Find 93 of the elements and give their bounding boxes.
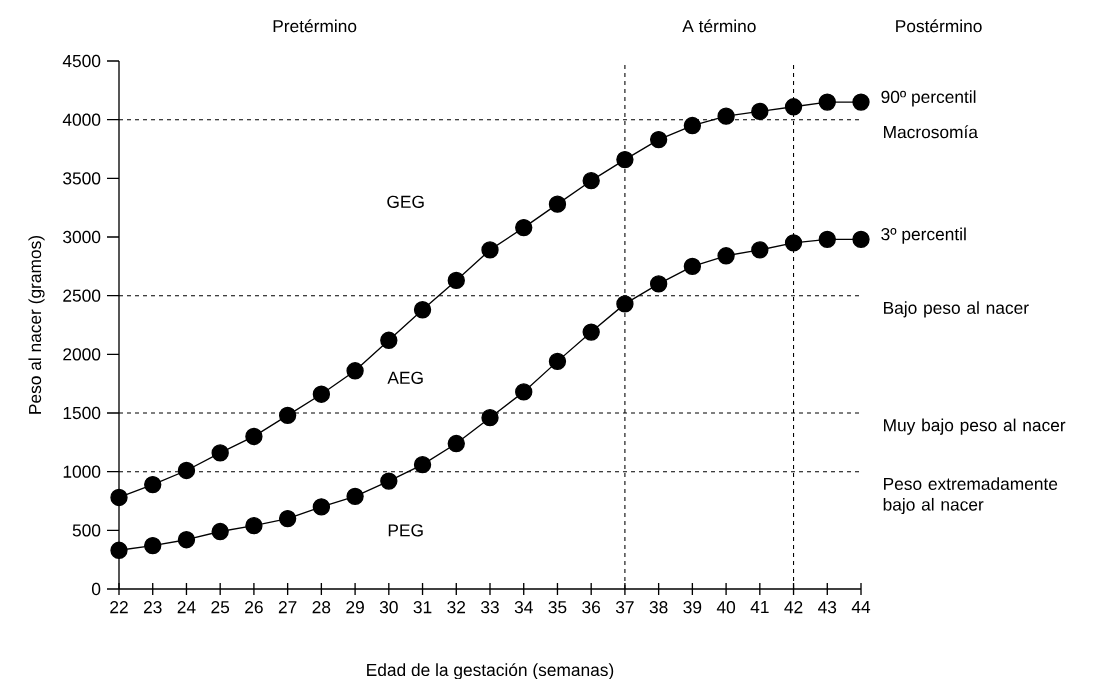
y-tick-label: 0	[91, 582, 101, 596]
point	[346, 362, 364, 380]
point	[447, 434, 465, 453]
point	[110, 541, 128, 559]
x-tick-label: 34	[514, 601, 533, 614]
point	[582, 172, 600, 190]
point	[481, 409, 499, 427]
point	[447, 271, 465, 290]
point	[413, 301, 432, 319]
point	[380, 331, 398, 349]
point	[177, 531, 196, 549]
x-tick-label: 28	[312, 601, 331, 614]
x-tick-label: 36	[582, 601, 601, 614]
point	[413, 455, 432, 474]
point	[649, 130, 668, 149]
ref-line-label: Macrosomía	[884, 125, 978, 139]
point	[852, 93, 870, 111]
x-tick-label: 33	[481, 601, 499, 614]
point	[616, 295, 634, 313]
x-tick-label: 39	[683, 601, 702, 614]
x-tick-label: 38	[649, 601, 668, 614]
point	[245, 516, 263, 535]
point	[380, 472, 398, 490]
point	[144, 475, 162, 494]
y-tick-label: 1000	[63, 465, 101, 478]
point	[717, 107, 735, 125]
x-tick-label: 24	[177, 601, 196, 614]
x-tick-label: 22	[110, 601, 128, 614]
point	[278, 509, 297, 528]
point	[177, 461, 196, 480]
point	[144, 536, 162, 555]
x-tick-label: 26	[245, 601, 263, 614]
point	[751, 102, 769, 121]
point	[548, 352, 567, 371]
y-tick-label: 3000	[63, 230, 101, 244]
x-tick-label: 44	[851, 601, 871, 613]
x-tick-label: 27	[278, 601, 297, 614]
y-tick-label: 1500	[63, 406, 101, 420]
ref-line-label: Muy bajo peso al nacer	[884, 418, 1066, 435]
annotation: GEG	[387, 195, 424, 208]
point	[582, 323, 600, 341]
point	[211, 444, 229, 462]
x-tick-label: 32	[447, 601, 466, 614]
series-label: 3º percentil	[881, 227, 966, 244]
point	[211, 522, 229, 541]
point	[245, 427, 263, 446]
y-tick-label: 2000	[63, 348, 101, 361]
ref-line-label: Bajo peso al nacer	[884, 301, 1029, 318]
text: A término	[682, 19, 756, 33]
x-tick-label: 29	[346, 601, 364, 614]
x-tick-label: 42	[784, 601, 803, 614]
y-tick-label: 2500	[63, 289, 101, 302]
point	[515, 218, 533, 237]
point	[818, 230, 836, 249]
point	[852, 230, 870, 249]
text: Postérmino	[896, 19, 982, 33]
x-tick-label: 25	[211, 601, 230, 614]
point	[616, 150, 634, 169]
x-tick-label: 30	[379, 601, 398, 614]
x-tick-label: 40	[716, 601, 736, 614]
point	[751, 241, 769, 259]
ref-line-label: Peso extremadamente bajo al nacer	[883, 477, 1058, 515]
point	[717, 247, 735, 265]
point	[683, 257, 702, 276]
text: Pretérmino	[273, 19, 357, 33]
x-axis-title: Edad de la gestación (semanas)	[367, 663, 614, 679]
y-tick-label: 4000	[62, 113, 101, 126]
point	[278, 406, 297, 425]
point	[649, 275, 668, 293]
point	[784, 234, 803, 252]
y-tick-label: 500	[72, 524, 101, 537]
point	[818, 93, 836, 111]
x-tick-label: 35	[548, 601, 567, 614]
x-tick-label: 31	[413, 601, 432, 614]
point	[784, 98, 803, 116]
point	[312, 385, 331, 403]
y-tick-label: 3500	[63, 172, 101, 185]
annotation: PEG	[388, 524, 423, 537]
x-tick-label: 23	[143, 601, 162, 614]
point	[312, 498, 331, 516]
y-tick-label: 4500	[62, 54, 101, 68]
point	[515, 383, 533, 401]
point	[346, 487, 364, 505]
x-tick-label: 41	[750, 601, 769, 613]
y-axis-title: Peso al nacer (gramos)	[28, 236, 45, 414]
point	[683, 116, 702, 135]
annotation: AEG	[387, 371, 423, 384]
x-tick-label: 37	[615, 601, 634, 614]
point	[110, 488, 128, 507]
x-tick-label: 43	[818, 601, 837, 614]
point	[481, 241, 499, 259]
series-label: 90º percentil	[881, 90, 976, 107]
point	[548, 195, 567, 213]
